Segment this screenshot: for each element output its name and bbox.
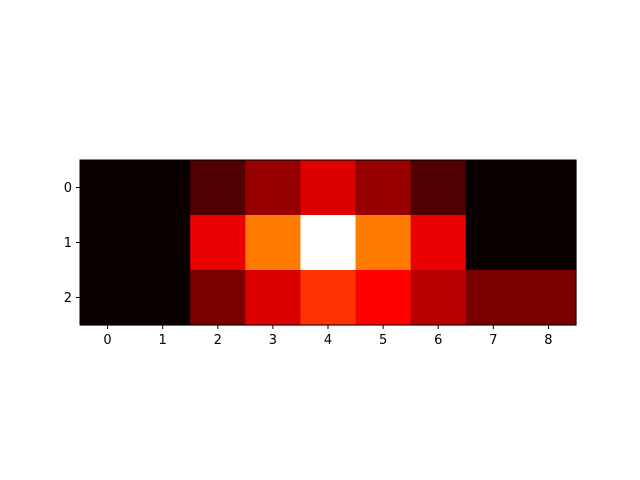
x-tick-label: 2 [214,333,222,348]
heatmap-cell-r1-c3 [245,215,302,271]
x-tick-label: 0 [103,333,111,348]
heatmap-cell-r0-c2 [190,160,246,216]
x-tick-label: 6 [434,333,442,348]
y-tick-label: 1 [64,236,72,251]
heatmap-cell-r2-c5 [355,270,412,326]
heatmap-cell-r2-c7 [465,270,522,326]
heatmap-cell-r0-c7 [465,160,522,216]
x-tick-label: 7 [489,333,497,348]
y-axis-ticks: 0 1 2 [64,181,80,306]
x-tick-label: 5 [379,333,387,348]
heatmap-cell-r2-c2 [190,270,246,326]
heatmap-cell-r1-c7 [465,215,522,271]
y-tick-label: 0 [64,181,72,196]
heatmap-cell-r1-c5 [355,215,412,271]
heatmap-cell-r2-c3 [245,270,302,326]
heatmap-cell-r0-c0 [80,160,136,216]
heatmap-cells [80,160,577,326]
heatmap-cell-r1-c2 [190,215,246,271]
x-tick-label: 4 [324,333,332,348]
heatmap-cell-r0-c8 [520,160,577,216]
heatmap-cell-r2-c6 [410,270,467,326]
heatmap-cell-r2-c8 [520,270,577,326]
heatmap-cell-r1-c1 [135,215,191,271]
x-tick-label: 3 [269,333,277,348]
heatmap-cell-r1-c4 [300,215,357,271]
x-tick-label: 1 [159,333,167,348]
heatmap-cell-r1-c6 [410,215,467,271]
heatmap-cell-r2-c1 [135,270,191,326]
heatmap-cell-r1-c0 [80,215,136,271]
heatmap-cell-r2-c0 [80,270,136,326]
heatmap-cell-r0-c1 [135,160,191,216]
y-tick-label: 2 [64,291,72,306]
heatmap-cell-r0-c3 [245,160,302,216]
heatmap-cell-r0-c6 [410,160,467,216]
x-tick-label: 8 [544,333,552,348]
heatmap-cell-r1-c8 [520,215,577,271]
heatmap-cell-r2-c4 [300,270,357,326]
heatmap-cell-r0-c4 [300,160,357,216]
heatmap-cell-r0-c5 [355,160,412,216]
x-axis-ticks: 0 1 2 3 4 5 6 7 8 [103,325,553,348]
